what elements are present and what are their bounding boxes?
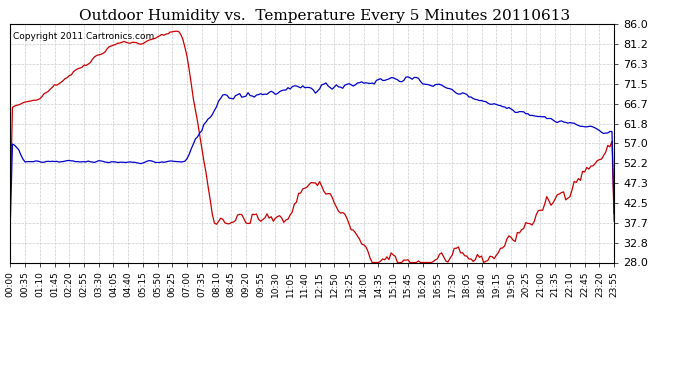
- Text: Copyright 2011 Cartronics.com: Copyright 2011 Cartronics.com: [13, 32, 155, 40]
- Text: Outdoor Humidity vs.  Temperature Every 5 Minutes 20110613: Outdoor Humidity vs. Temperature Every 5…: [79, 9, 570, 23]
